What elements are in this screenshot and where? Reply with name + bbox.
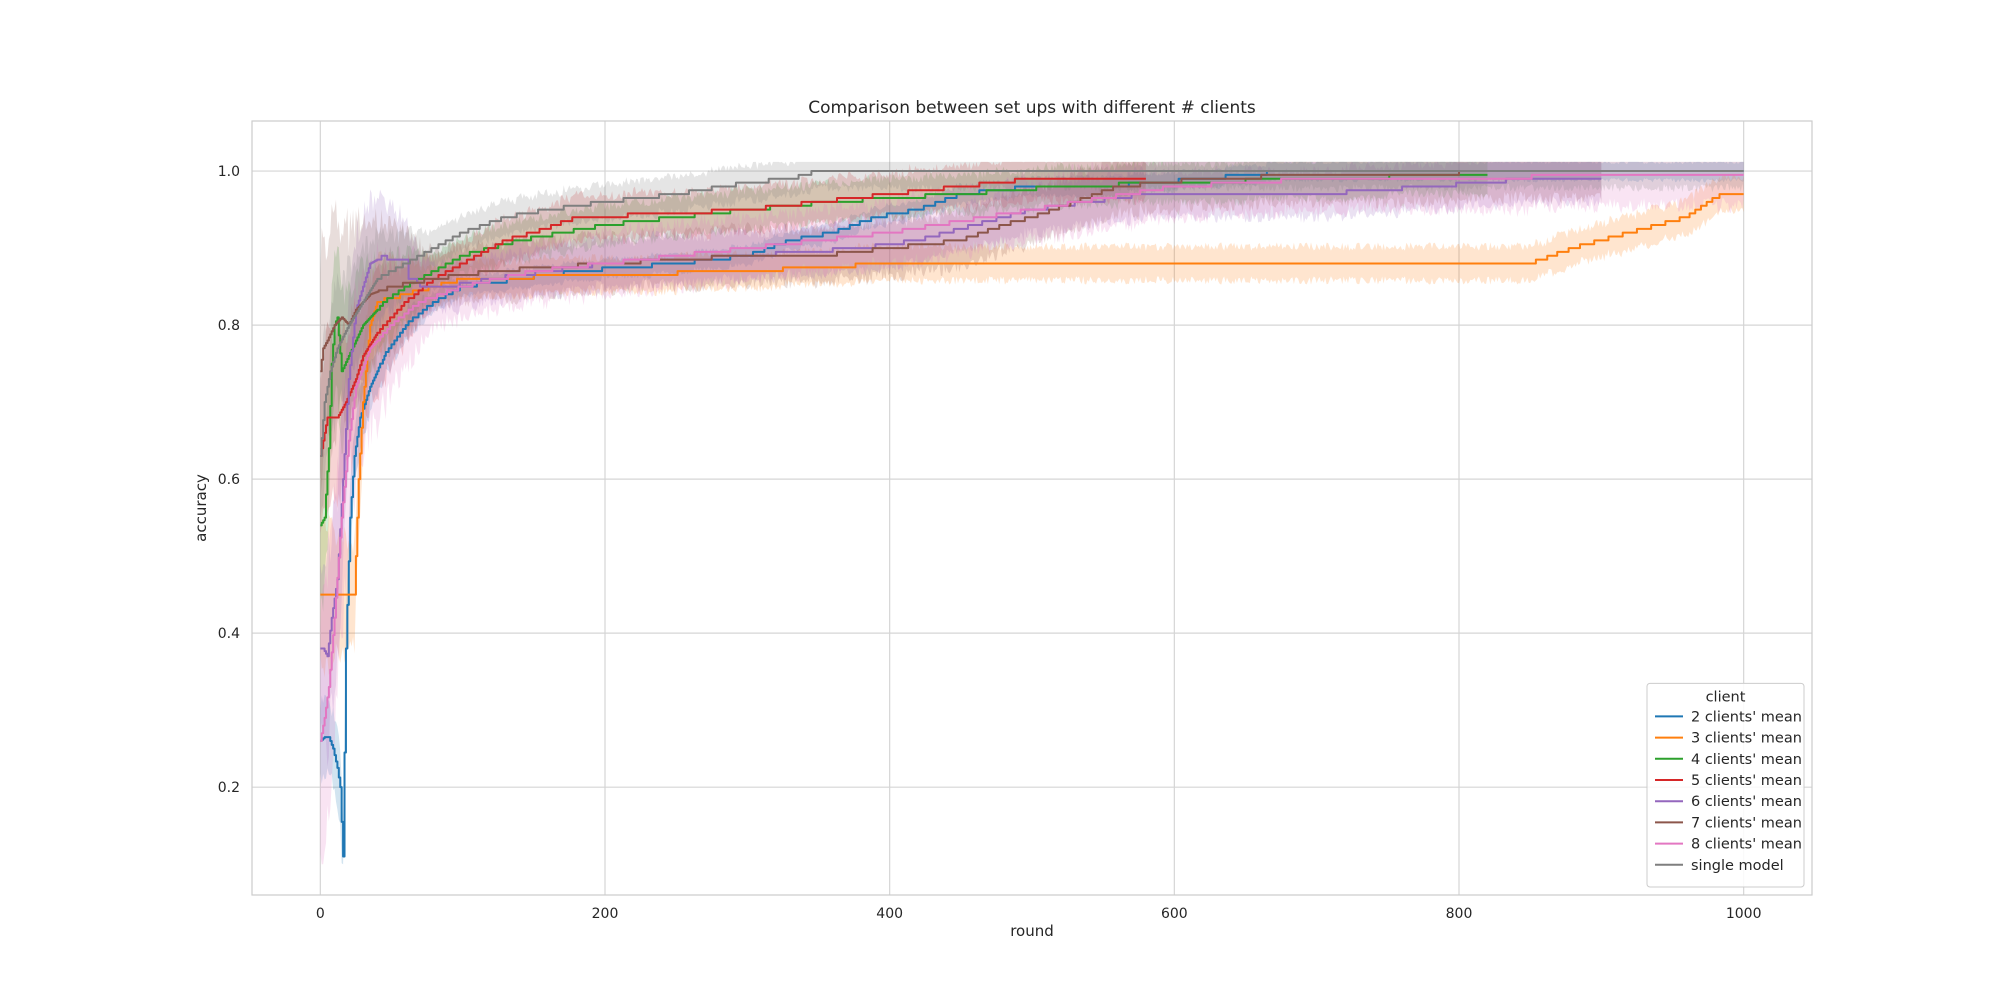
y-tick-label: 0.2 <box>218 780 240 796</box>
series-lines <box>320 170 1744 858</box>
plot-frame <box>251 120 1813 896</box>
y-tick-label: 0.4 <box>218 626 240 642</box>
series-line <box>320 170 1602 373</box>
x-tick-label: 200 <box>592 906 619 922</box>
legend-label: single model <box>1691 858 1784 874</box>
legend: client 2 clients' mean 3 clients' mean 4 c… <box>1646 682 1805 888</box>
legend-title: client <box>1706 689 1746 705</box>
legend-items: 2 clients' mean 3 clients' mean 4 clients'… <box>1655 709 1802 874</box>
y-tick-label: 1.0 <box>218 164 240 180</box>
legend-label: 7 clients' mean <box>1691 815 1802 831</box>
series-band <box>320 174 1744 678</box>
series-band <box>320 161 1602 492</box>
x-tick-label: 1000 <box>1726 906 1762 922</box>
series-line <box>320 170 1744 458</box>
x-tick-label: 800 <box>1446 906 1473 922</box>
x-tick-label: 400 <box>876 906 903 922</box>
series-line <box>320 177 1146 458</box>
legend-label: 5 clients' mean <box>1691 773 1802 789</box>
series-line <box>320 173 1488 527</box>
y-tick-label: 0.8 <box>218 318 240 334</box>
legend-label: 2 clients' mean <box>1691 709 1802 725</box>
tick-labels: 0 200 400 600 800 1000 0.2 0.4 0.6 0.8 1.0 <box>218 164 1762 922</box>
confidence-bands <box>320 161 1744 865</box>
x-tick-label: 0 <box>316 906 325 922</box>
legend-box <box>1646 682 1805 888</box>
x-axis-title: round <box>1010 922 1054 940</box>
legend-label: 4 clients' mean <box>1691 752 1802 768</box>
legend-label: 8 clients' mean <box>1691 837 1802 853</box>
y-tick-label: 0.6 <box>218 472 240 488</box>
y-axis-title: accuracy <box>192 474 210 542</box>
x-tick-label: 600 <box>1161 906 1188 922</box>
series-line <box>320 173 1744 742</box>
legend-label: 3 clients' mean <box>1691 731 1802 747</box>
chart-title: Comparison between set ups with differen… <box>808 98 1256 118</box>
legend-label: 6 clients' mean <box>1691 794 1802 810</box>
series-band <box>320 161 1146 534</box>
series-line <box>320 177 1602 658</box>
